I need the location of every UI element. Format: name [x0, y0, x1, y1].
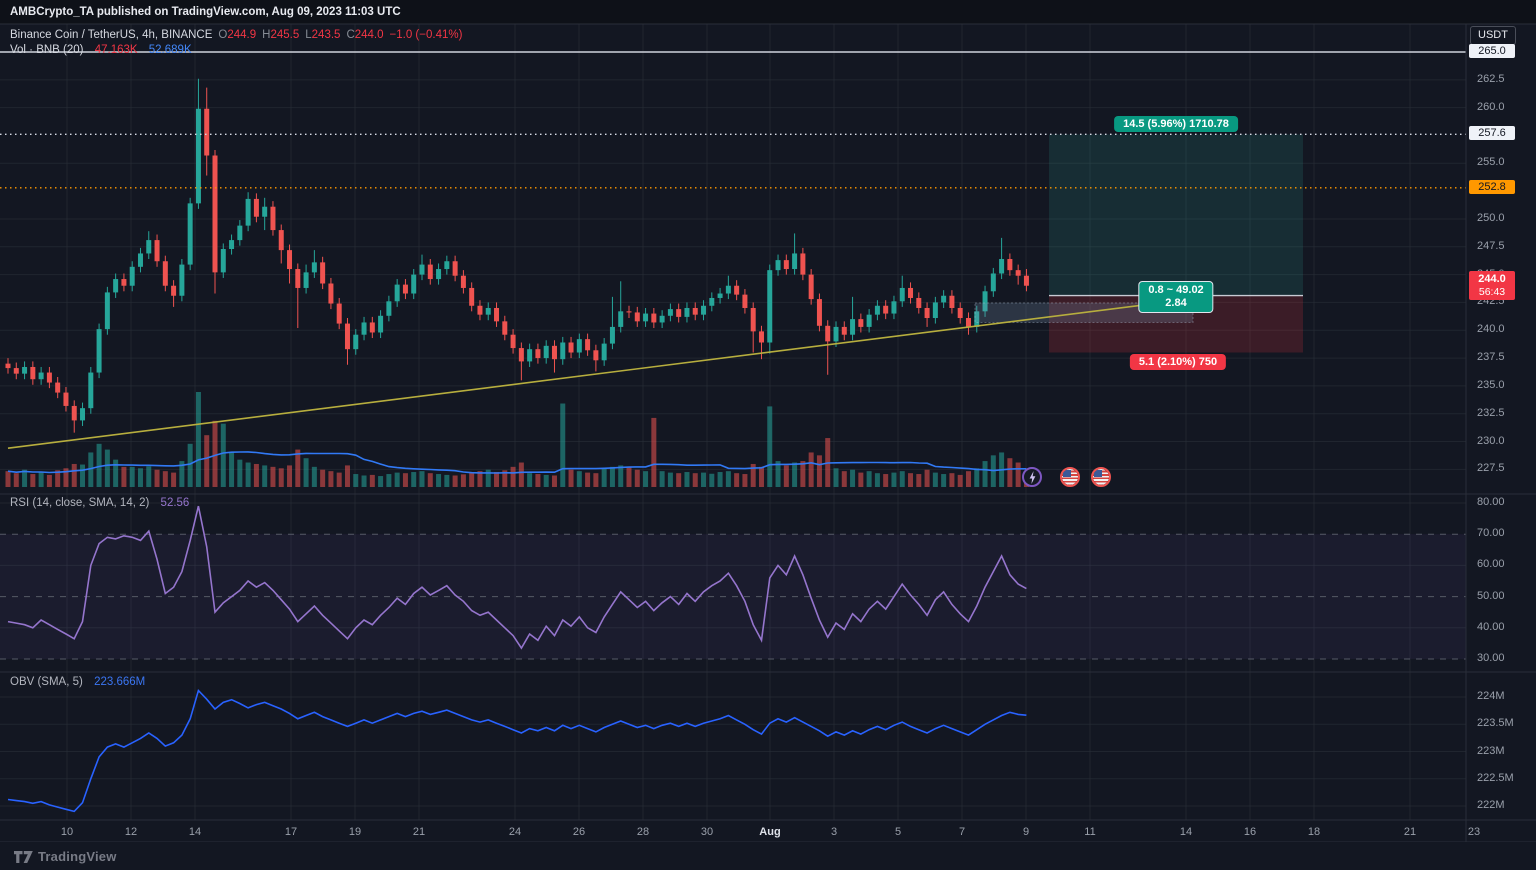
ohlc-values: O244.9 H245.5 L243.5 C244.0: [212, 29, 383, 41]
rsi-header[interactable]: RSI (14, close, SMA, 14, 2) 52.56: [10, 497, 189, 509]
price-tick-label: 247.5: [1477, 239, 1505, 252]
rsi-tick-label: 30.00: [1477, 652, 1505, 664]
ohlc-value: 244.9: [227, 29, 257, 41]
ohlc-letter: H: [262, 29, 271, 41]
price-tick-label: 240.0: [1477, 323, 1505, 336]
time-tick-label: 14: [188, 826, 202, 838]
time-tick-label: 3: [830, 826, 838, 838]
volume-ma-value: 52.689K: [148, 44, 192, 56]
time-tick-label: 17: [284, 826, 298, 838]
price-tick-label: 227.5: [1477, 462, 1505, 475]
obv-label: OBV (SMA, 5): [10, 676, 83, 688]
price-tick-label: 255.0: [1477, 156, 1505, 169]
chart-legend[interactable]: Binance Coin / TetherUS, 4h, BINANCE O244…: [10, 28, 462, 58]
tradingview-logo-text: TradingView: [38, 849, 117, 864]
tradingview-logo[interactable]: TradingView: [14, 849, 117, 864]
price-line-label-252.8: 252.8: [1469, 179, 1515, 194]
obv-tick-label: 224M: [1477, 690, 1505, 702]
rsi-label: RSI (14, close, SMA, 14, 2): [10, 497, 150, 509]
price-tick-label: 260.0: [1477, 100, 1505, 113]
rsi-tick-label: 70.00: [1477, 527, 1505, 540]
price-tick-label: 230.0: [1477, 434, 1505, 447]
time-tick-label: 12: [124, 826, 138, 838]
price-line-label-265.0: 265.0: [1469, 44, 1515, 58]
price-tick-label: 250.0: [1477, 211, 1505, 224]
rsi-tick-label: 40.00: [1477, 620, 1505, 633]
ohlc-letter: L: [305, 29, 312, 41]
price-tick-label: 232.5: [1477, 406, 1505, 419]
ohlc-value: 243.5: [311, 29, 341, 41]
time-tick-label: 21: [412, 826, 426, 838]
change-value: −1.0 (−0.41%): [389, 29, 463, 41]
volume-value: 47.163K: [94, 44, 138, 56]
rsi-tick-label: 50.00: [1477, 589, 1505, 602]
time-tick-label: 26: [572, 826, 586, 838]
time-tick-label: 11: [1084, 826, 1096, 838]
time-tick-label: Aug: [759, 826, 781, 838]
time-tick-label: 9: [1022, 826, 1030, 838]
ohlc-value: 245.5: [270, 29, 300, 41]
tradingview-mark-icon: [14, 850, 33, 863]
us-flag-event-icon[interactable]: [1060, 467, 1080, 487]
obv-tick-label: 223M: [1477, 744, 1505, 757]
rsi-value: 52.56: [160, 497, 190, 509]
time-tick-label: 16: [1243, 826, 1257, 838]
lightning-event-icon[interactable]: [1022, 467, 1042, 487]
position-entry-label[interactable]: 0.8 ~ 49.02 2.84: [1138, 281, 1214, 313]
price-tick-label: 237.5: [1477, 351, 1505, 364]
symbol-legend-row[interactable]: Binance Coin / TetherUS, 4h, BINANCE O244…: [10, 28, 462, 43]
currency-button[interactable]: USDT: [1470, 26, 1516, 45]
position-stop-label[interactable]: 5.1 (2.10%) 750: [1129, 354, 1227, 370]
position-target-label[interactable]: 14.5 (5.96%) 1710.78: [1114, 116, 1238, 132]
position-entry-line1: 0.8 ~ 49.02: [1148, 284, 1204, 296]
flag-canton: [1094, 470, 1102, 477]
ohlc-letter: C: [346, 29, 355, 41]
time-tick-label: 18: [1307, 826, 1321, 838]
price-tick-label: 235.0: [1477, 378, 1505, 391]
obv-value: 223.666M: [94, 676, 146, 688]
time-tick-label: 23: [1467, 826, 1481, 838]
time-tick-label: 7: [958, 826, 966, 838]
position-entry-line2: 2.84: [1165, 297, 1187, 309]
bolt-icon: [1029, 471, 1036, 484]
bottom-bar: TradingView: [0, 842, 1536, 870]
ohlc-value: 244.0: [354, 29, 384, 41]
obv-tick-label: 222.5M: [1477, 771, 1514, 784]
time-tick-label: 10: [60, 826, 74, 838]
time-tick-label: 21: [1403, 826, 1417, 838]
us-flag-event-icon[interactable]: [1091, 467, 1111, 487]
publication-text: AMBCrypto_TA published on TradingView.co…: [10, 6, 401, 18]
symbol-title: Binance Coin / TetherUS, 4h, BINANCE: [10, 29, 213, 41]
price-tick-label: 262.5: [1477, 72, 1505, 85]
volume-label: Vol · BNB (20): [10, 44, 84, 56]
rsi-tick-label: 60.00: [1477, 558, 1505, 571]
time-tick-label: 24: [508, 826, 522, 838]
obv-tick-label: 223.5M: [1477, 717, 1514, 730]
price-line-label-244.0: 244.0 56:43: [1469, 270, 1515, 300]
time-tick-label: 19: [348, 826, 362, 838]
publication-header: AMBCrypto_TA published on TradingView.co…: [0, 0, 1536, 24]
flag-canton: [1063, 470, 1071, 477]
time-tick-label: 14: [1179, 826, 1193, 838]
price-line-label-257.6: 257.6: [1469, 126, 1515, 141]
time-tick-label: 28: [636, 826, 650, 838]
rsi-tick-label: 80.00: [1477, 496, 1505, 508]
time-tick-label: 30: [700, 826, 714, 838]
obv-header[interactable]: OBV (SMA, 5) 223.666M: [10, 676, 145, 688]
volume-legend-row[interactable]: Vol · BNB (20) 47.163K 52.689K: [10, 43, 462, 58]
time-tick-label: 5: [894, 826, 902, 838]
obv-tick-label: 222M: [1477, 799, 1505, 811]
ohlc-letter: O: [218, 29, 228, 41]
